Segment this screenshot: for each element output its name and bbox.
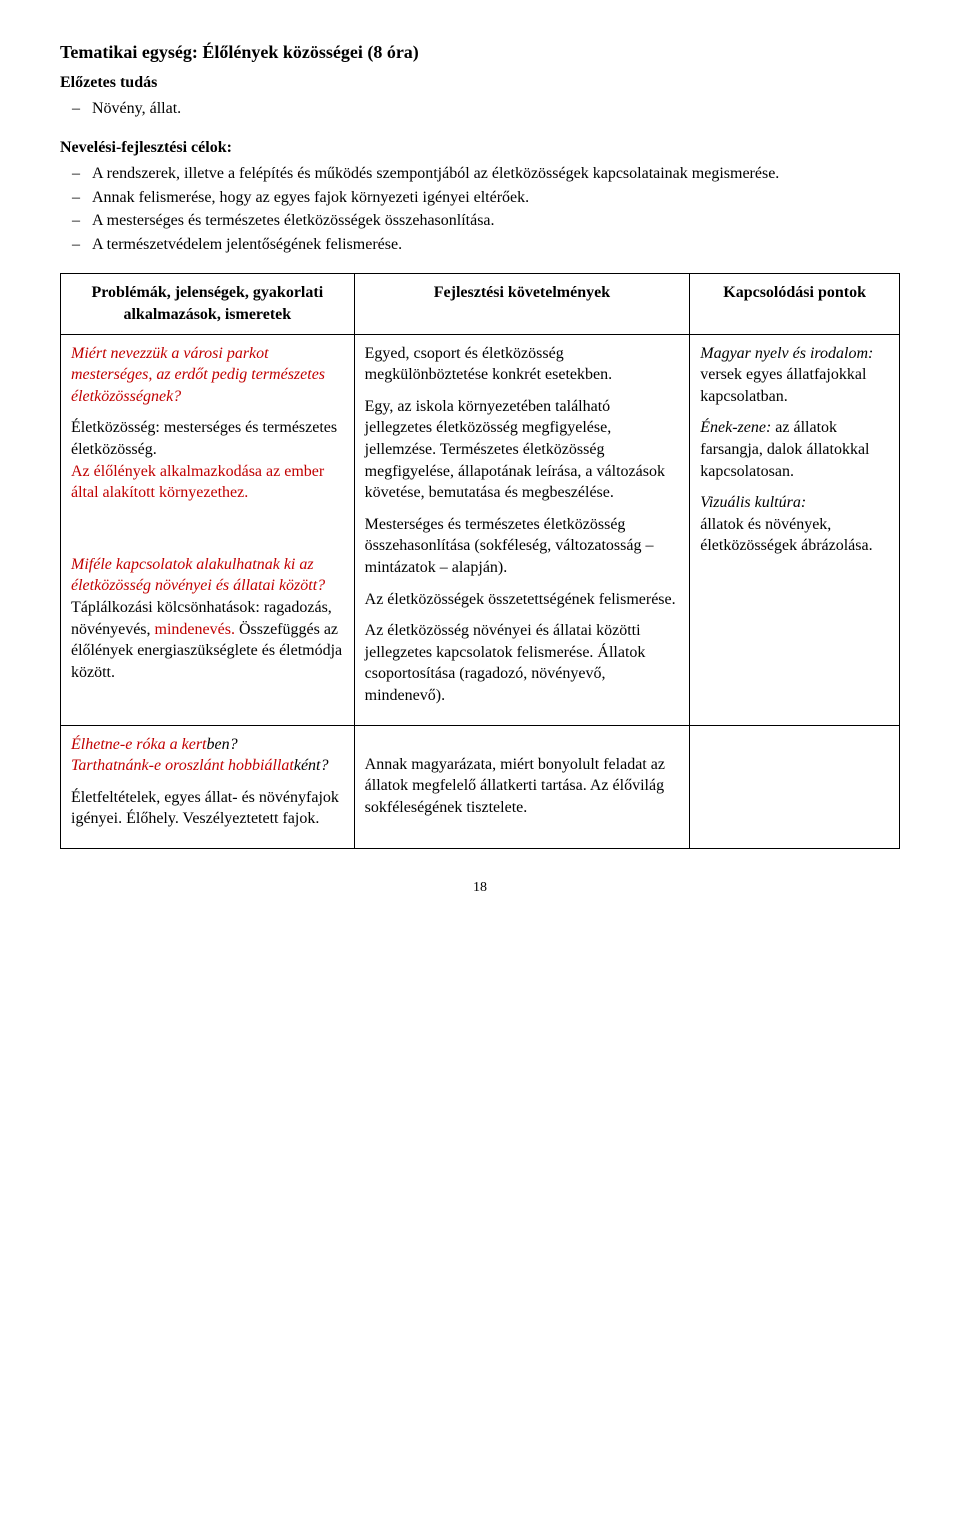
body-text: versek egyes állatfajokkal kapcsolatban. xyxy=(700,366,866,405)
pre-knowledge-label: Előzetes tudás xyxy=(60,72,900,94)
list-item: Növény, állat. xyxy=(78,98,900,120)
body-text: mindenevés. xyxy=(155,621,235,638)
list-item: Annak felismerése, hogy az egyes fajok k… xyxy=(78,187,900,209)
subject-label: Vizuális kultúra: xyxy=(700,494,806,511)
list-item: A természetvédelem jelentőségének felism… xyxy=(78,234,900,256)
body-text: Mesterséges és természetes életközösség … xyxy=(365,514,680,579)
goals-label: Nevelési-fejlesztési célok: xyxy=(60,137,900,159)
pre-knowledge-list: Növény, állat. xyxy=(60,98,900,120)
question-text: ben? xyxy=(207,736,238,753)
body-text: Egyed, csoport és életközösség megkülönb… xyxy=(365,343,680,386)
cell-requirements: Annak magyarázata, miért bonyolult felad… xyxy=(354,725,690,848)
goals-list: A rendszerek, illetve a felépítés és műk… xyxy=(60,163,900,255)
question-text: Miféle kapcsolatok alakulhatnak ki az él… xyxy=(71,556,325,595)
subject-label: Magyar nyelv és irodalom: xyxy=(700,345,873,362)
body-text: Az életközösségek összetettségének felis… xyxy=(365,589,680,611)
body-text: Életközösség: mesterséges és természetes… xyxy=(71,419,337,458)
table-header-requirements: Fejlesztési követelmények xyxy=(354,274,690,334)
body-text: Annak magyarázata, miért bonyolult felad… xyxy=(365,754,680,819)
subject-label: Ének-zene: xyxy=(700,419,771,436)
cell-problems: Miért nevezzük a városi parkot mesterség… xyxy=(61,334,355,725)
question-text: Tarthatnánk-e oroszlánt hobbiállat xyxy=(71,757,294,774)
table-header-problems: Problémák, jelenségek, gyakorlati alkalm… xyxy=(61,274,355,334)
cell-connections: Magyar nyelv és irodalom: versek egyes á… xyxy=(690,334,900,725)
section-title: Tematikai egység: Élőlények közösségei (… xyxy=(60,40,900,64)
question-text: Élhetne-e róka a kert xyxy=(71,736,207,753)
table-header-row: Problémák, jelenségek, gyakorlati alkalm… xyxy=(61,274,900,334)
list-item: A rendszerek, illetve a felépítés és műk… xyxy=(78,163,900,185)
cell-connections xyxy=(690,725,900,848)
body-text: Az élőlények alkalmazkodása az ember ált… xyxy=(71,463,324,502)
curriculum-table: Problémák, jelenségek, gyakorlati alkalm… xyxy=(60,273,900,848)
body-text: Az életközösség növényei és állatai közö… xyxy=(365,620,680,706)
list-item: A mesterséges és természetes életközössé… xyxy=(78,210,900,232)
cell-problems: Élhetne-e róka a kertben? Tarthatnánk-e … xyxy=(61,725,355,848)
body-text: Életfeltételek, egyes állat- és növényfa… xyxy=(71,787,344,830)
body-text: Egy, az iskola környezetében található j… xyxy=(365,396,680,504)
question-text: ként? xyxy=(294,757,329,774)
question-text: Miért nevezzük a városi parkot mesterség… xyxy=(71,345,325,405)
table-header-connections: Kapcsolódási pontok xyxy=(690,274,900,334)
table-row: Élhetne-e róka a kertben? Tarthatnánk-e … xyxy=(61,725,900,848)
cell-requirements: Egyed, csoport és életközösség megkülönb… xyxy=(354,334,690,725)
table-row: Miért nevezzük a városi parkot mesterség… xyxy=(61,334,900,725)
page-number: 18 xyxy=(60,879,900,898)
body-text: állatok és növények, életközösségek ábrá… xyxy=(700,516,872,555)
